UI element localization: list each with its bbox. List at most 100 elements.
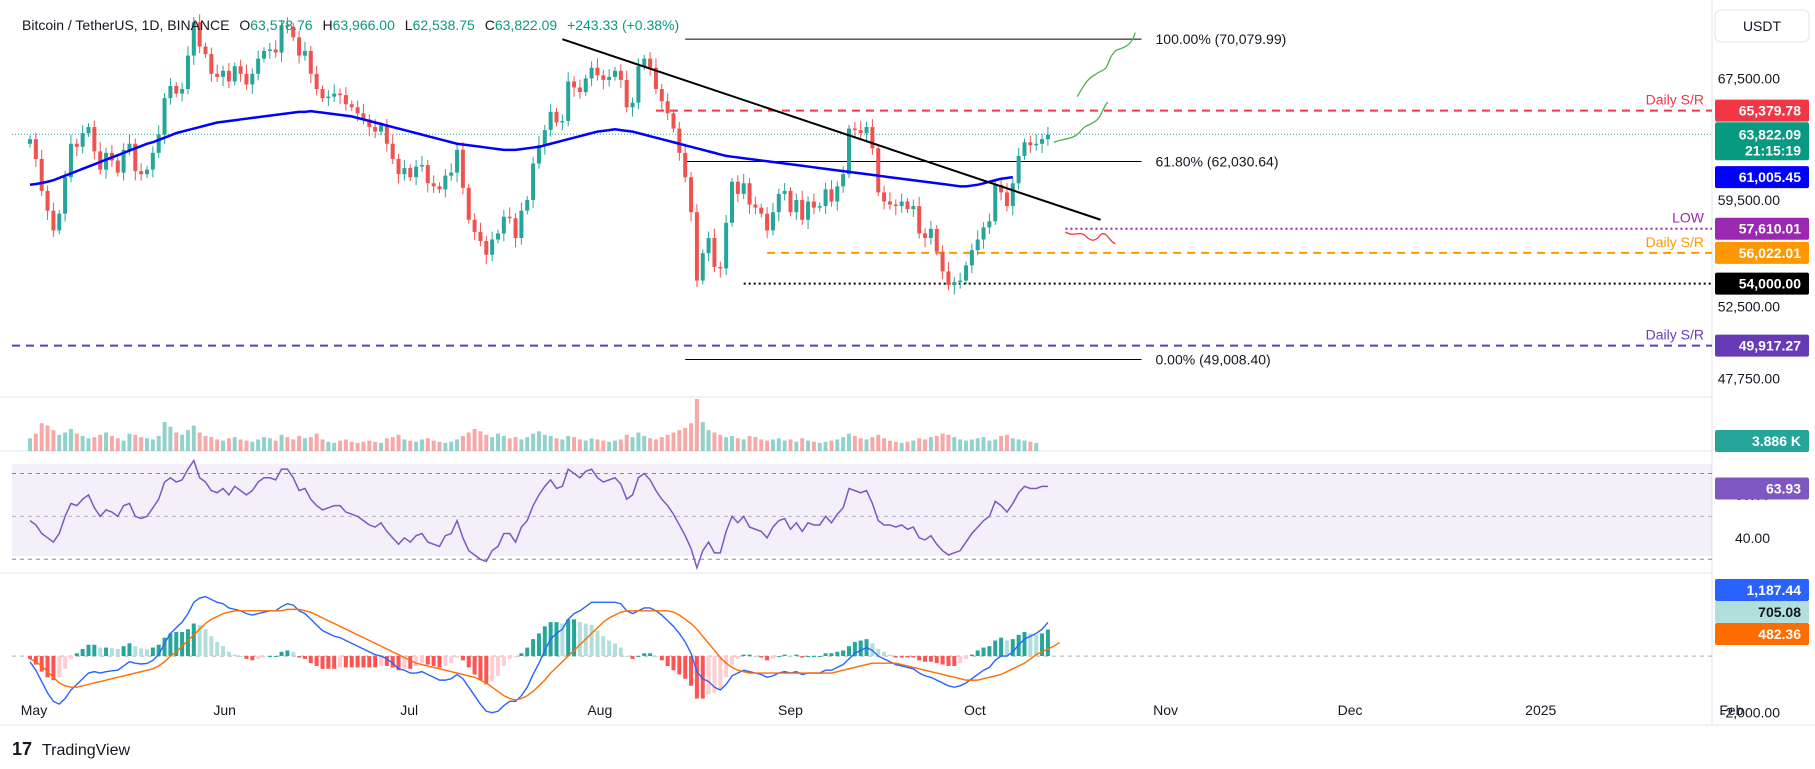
change-value: +243.33 (+0.38%) (567, 17, 679, 33)
candle-body (577, 87, 582, 93)
volume-bar (291, 439, 296, 451)
candle-body (197, 22, 202, 47)
low-tag-text: 57,610.01 (1739, 221, 1801, 237)
daily-sr-support-label: Daily S/R (1646, 234, 1704, 250)
candle-body (940, 251, 945, 272)
candle-body (1040, 139, 1045, 144)
volume-bar (525, 437, 530, 451)
macd-histogram-bar (677, 656, 682, 675)
candle-body (624, 79, 629, 108)
volume-bar (923, 439, 928, 451)
volume-bar (817, 442, 822, 451)
candle-body (256, 58, 261, 74)
candle-body (437, 186, 442, 190)
volume-bar (607, 441, 612, 451)
macd-histogram-bar (624, 656, 629, 658)
volume-bar (630, 437, 635, 451)
candle-body (133, 143, 138, 172)
volume-bar (659, 437, 664, 451)
candles (28, 14, 1050, 295)
volume-bar (987, 440, 992, 451)
candle-body (466, 187, 471, 220)
candle-body (490, 239, 495, 255)
volume-bar (250, 441, 255, 451)
candle-body (349, 104, 354, 108)
candle-body (402, 168, 407, 175)
volume-bar (964, 440, 968, 451)
macd-histogram-bar (519, 653, 524, 657)
volume-bar (221, 440, 226, 451)
volume-bar (285, 437, 290, 451)
branding-label[interactable]: TradingView (42, 742, 130, 759)
candle-body (1010, 183, 1015, 207)
macd-histogram-bar (314, 656, 319, 666)
macd-histogram-bar (273, 656, 278, 658)
macd-histogram-bar (267, 656, 272, 658)
macd-histogram-bar (1034, 634, 1039, 657)
candle-body (174, 86, 179, 94)
ma100-line (29, 109, 1013, 188)
bearish-projection-path (1065, 231, 1116, 245)
candle-body (659, 89, 664, 102)
volume-bar (68, 429, 73, 451)
macd-histogram-bar (402, 656, 407, 669)
macd-histogram-bar (297, 656, 302, 658)
macd-histogram-bar (911, 656, 916, 658)
candle-body (876, 148, 881, 193)
candle-body (115, 160, 120, 173)
macd-histogram-bar (139, 648, 144, 657)
candle-body (45, 190, 50, 211)
macd-histogram-bar (847, 646, 851, 657)
macd-histogram-bar (659, 656, 664, 661)
volume-bar (747, 435, 752, 451)
macd-histogram-bar (566, 619, 571, 657)
macd-histogram-bar (648, 653, 653, 657)
macd-histogram-bar (145, 649, 149, 657)
volume-bar (355, 442, 360, 451)
volume-bar (513, 437, 518, 451)
candle-body (683, 152, 688, 178)
ma100-line-path (29, 109, 1013, 188)
macd-histogram-bar (741, 654, 746, 657)
candle-body (613, 70, 617, 77)
support-tag-text: 54,000.00 (1739, 276, 1801, 292)
volume-bar (981, 437, 986, 451)
candle-body (431, 183, 436, 187)
volume-bar (806, 440, 811, 451)
volume-bar (431, 440, 436, 451)
currency-button[interactable]: USDT (1714, 9, 1810, 43)
currency-button-box[interactable] (1714, 9, 1810, 43)
candle-body (74, 143, 79, 147)
macd-histogram-bar (618, 647, 623, 657)
volume-bar (905, 441, 910, 451)
macd-histogram-bar (928, 656, 933, 662)
tradingview-logo[interactable]: 17 TradingView (12, 739, 130, 759)
macd-histogram-bar (39, 656, 44, 672)
volume-bar (320, 439, 325, 451)
macd-histogram-bar (478, 656, 483, 681)
macd-histogram-bar (361, 656, 366, 668)
macd-histogram-bar (706, 656, 711, 695)
candle-body (864, 127, 869, 134)
currency-button-label[interactable]: USDT (1743, 18, 1782, 34)
time-tick-label: Sep (778, 702, 803, 718)
candle-body (86, 127, 91, 134)
candle-body (519, 210, 524, 238)
macd-histogram-bar (905, 656, 910, 658)
macd-histogram-bar (343, 656, 348, 668)
macd-histogram-bar (355, 656, 360, 668)
volume-bar (139, 437, 144, 451)
volume-bar (601, 440, 606, 451)
candle-body (899, 201, 904, 207)
candle-body (326, 96, 331, 99)
macd-panel (12, 595, 1712, 714)
candle-body (501, 216, 506, 234)
candle-body (677, 128, 682, 153)
candle-body (934, 228, 939, 252)
volume-bar (554, 438, 559, 451)
macd-histogram-bar (607, 640, 612, 657)
rsi-tick-label: 40.00 (1735, 530, 1770, 546)
volume-bar (712, 432, 717, 451)
